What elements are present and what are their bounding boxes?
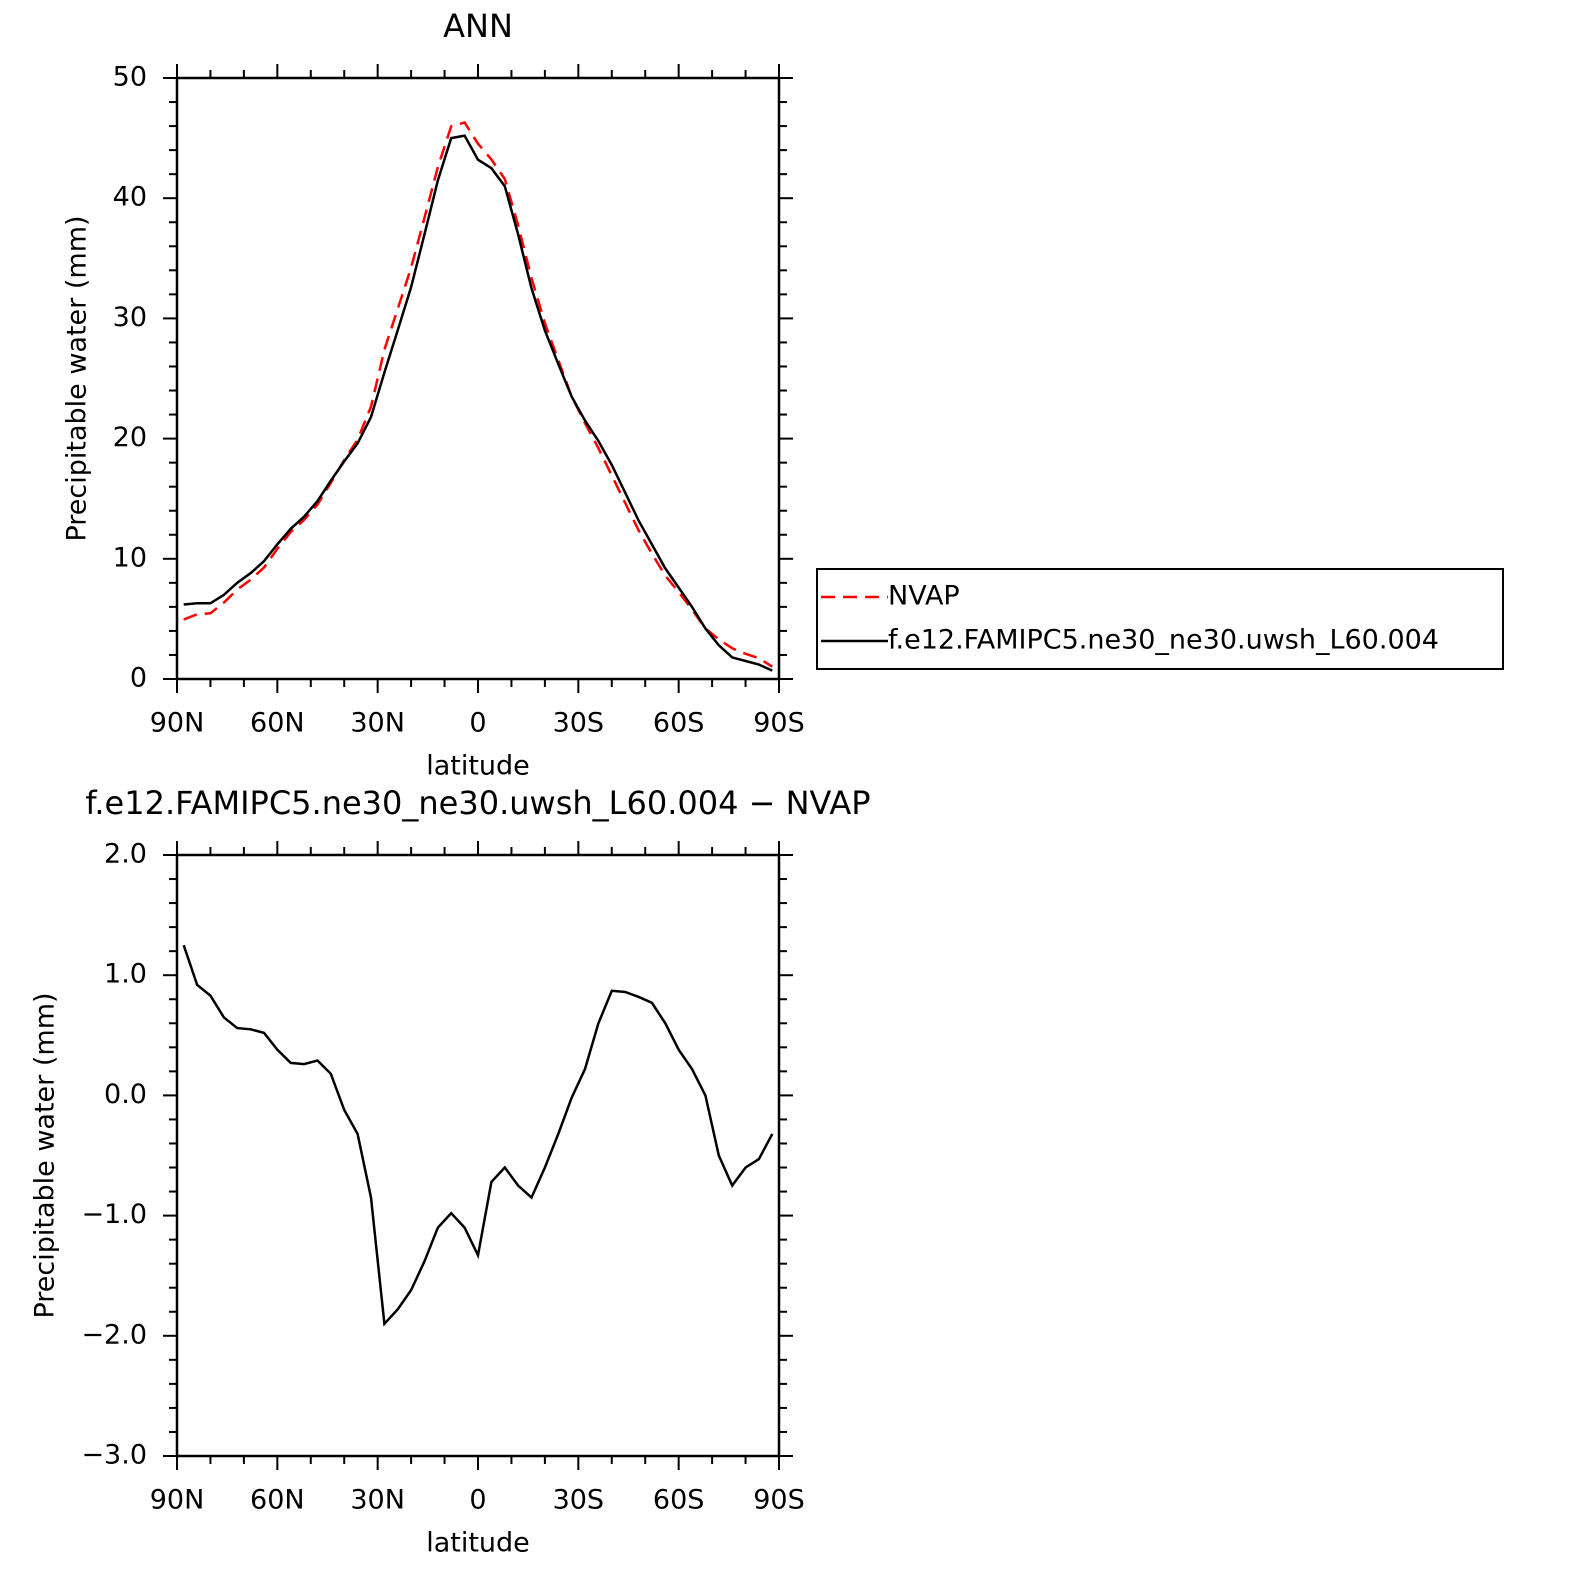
y-tick-label: 40 [113,182,147,213]
legend-label: f.e12.FAMIPC5.ne30_ne30.uwsh_L60.004 [888,625,1439,656]
x-tick-label: 30S [553,708,605,739]
y-axis-label: Precipitable water (mm) [30,992,61,1318]
chart-title: f.e12.FAMIPC5.ne30_ne30.uwsh_L60.004 − N… [85,784,870,822]
x-tick-label: 30N [350,708,405,739]
plot-frame [175,76,781,681]
data-line [183,121,773,668]
x-tick-label: 90N [150,708,205,739]
y-tick-label: 0.0 [104,1079,147,1110]
y-tick-label: −2.0 [81,1319,147,1350]
x-tick-label: 30S [553,1485,605,1516]
legend-label: NVAP [888,581,960,612]
y-tick-label: 1.0 [104,959,147,990]
plot-frame [175,853,781,1458]
x-tick-label: 60S [653,708,705,739]
x-tick-label: 90S [753,708,805,739]
x-tick-label: 0 [469,1485,486,1516]
legend-box [816,568,1504,670]
x-tick-label: 90S [753,1485,805,1516]
y-tick-label: 10 [113,542,147,573]
x-tick-label: 60N [250,708,305,739]
y-tick-label: 30 [113,302,147,333]
x-tick-label: 90N [150,1485,205,1516]
x-tick-label: 60S [653,1485,705,1516]
y-tick-label: 20 [113,422,147,453]
x-tick-label: 30N [350,1485,405,1516]
y-tick-label: 0 [130,663,147,694]
data-line [183,134,773,672]
x-axis-label: latitude [426,1528,530,1559]
x-axis-label: latitude [426,751,530,782]
y-tick-label: 50 [113,62,147,93]
y-axis-label: Precipitable water (mm) [62,215,93,541]
y-tick-label: −1.0 [81,1199,147,1230]
chart-title: ANN [443,7,513,45]
y-tick-label: −3.0 [81,1440,147,1471]
data-line [182,944,774,1327]
y-tick-label: 2.0 [104,839,147,870]
x-tick-label: 0 [469,708,486,739]
x-tick-label: 60N [250,1485,305,1516]
